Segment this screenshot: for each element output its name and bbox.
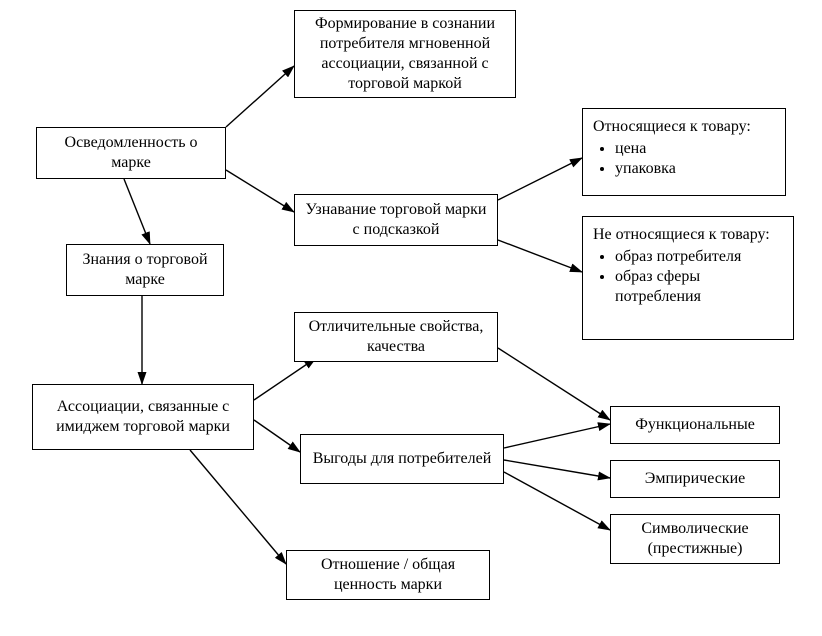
- node-attitude: Отношение / общая ценность марки: [286, 550, 490, 600]
- edge-benefits-to-empirical: [504, 460, 610, 478]
- node-associations: Ассоциации, связанные с имиджем торговой…: [32, 384, 254, 450]
- node-related: Относящиеся к товару:ценаупаковка: [582, 108, 786, 196]
- node-formation: Формирование в сознании потребителя мгно…: [294, 10, 516, 98]
- edge-awareness-to-knowledge: [124, 179, 150, 244]
- edge-awareness-to-formation: [226, 66, 294, 127]
- node-attitude-label: Отношение / общая ценность марки: [295, 555, 481, 595]
- node-awareness-label: Осведомленность о марке: [45, 133, 217, 173]
- node-not_related-bullet-1: образ сферы потребления: [615, 267, 783, 307]
- node-formation-label: Формирование в сознании потребителя мгно…: [303, 14, 507, 94]
- node-distinctive: Отличительные свойства, качества: [294, 312, 498, 362]
- node-associations-label: Ассоциации, связанные с имиджем торговой…: [41, 397, 245, 437]
- node-not_related-bullets: образ потребителяобраз сферы потребления: [593, 247, 783, 307]
- edge-recognition-to-related: [498, 158, 582, 200]
- node-functional: Функциональные: [610, 406, 780, 444]
- node-benefits: Выгоды для потребителей: [300, 434, 504, 484]
- node-recognition: Узнавание торговой марки с подсказкой: [294, 194, 498, 246]
- node-symbolic-label: Символические (престижные): [619, 519, 771, 559]
- node-related-title: Относящиеся к товару:: [593, 117, 775, 137]
- edge-recognition-to-not_related: [498, 240, 582, 272]
- edge-awareness-to-recognition: [226, 170, 294, 212]
- node-not_related: Не относящиеся к товару:образ потребител…: [582, 216, 794, 340]
- node-recognition-label: Узнавание торговой марки с подсказкой: [303, 200, 489, 240]
- edge-associations-to-benefits: [254, 420, 300, 452]
- flowchart-canvas: Осведомленность о марке Формирование в со…: [0, 0, 822, 636]
- node-awareness: Осведомленность о марке: [36, 127, 226, 179]
- node-not_related-title: Не относящиеся к товару:: [593, 225, 783, 245]
- edge-distinctive-to-functional: [498, 348, 610, 420]
- node-symbolic: Символические (престижные): [610, 514, 780, 564]
- node-empirical: Эмпирические: [610, 460, 780, 498]
- edge-benefits-to-symbolic: [504, 472, 610, 530]
- node-benefits-label: Выгоды для потребителей: [313, 449, 492, 469]
- node-knowledge-label: Знания о торговой марке: [75, 250, 215, 290]
- node-related-bullets: ценаупаковка: [593, 139, 775, 179]
- edge-associations-to-attitude: [190, 450, 286, 564]
- node-knowledge: Знания о торговой марке: [66, 244, 224, 296]
- node-distinctive-label: Отличительные свойства, качества: [303, 317, 489, 357]
- node-empirical-label: Эмпирические: [645, 469, 745, 489]
- node-related-bullet-0: цена: [615, 139, 775, 159]
- node-related-bullet-1: упаковка: [615, 159, 775, 179]
- node-not_related-bullet-0: образ потребителя: [615, 247, 783, 267]
- node-functional-label: Функциональные: [635, 415, 755, 435]
- edge-benefits-to-functional: [504, 424, 610, 448]
- edge-associations-to-distinctive: [254, 358, 316, 400]
